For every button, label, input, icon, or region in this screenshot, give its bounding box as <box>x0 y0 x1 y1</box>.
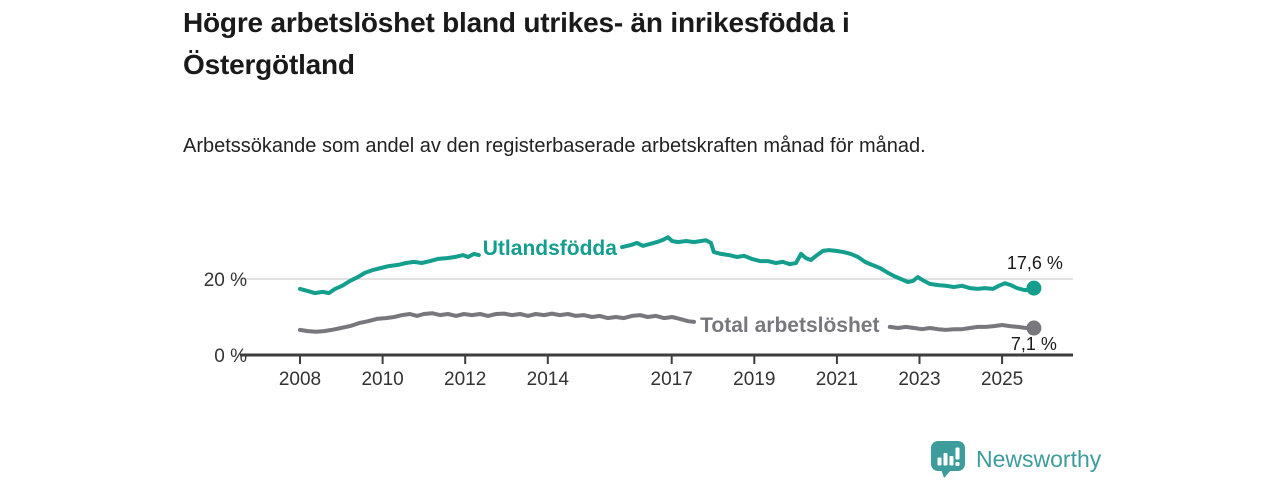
newsworthy-logo-text: Newsworthy <box>976 445 1102 472</box>
newsworthy-logo-icon <box>931 441 965 478</box>
series-line-utlandsf-dda-2 <box>620 235 1036 292</box>
newsworthy-logo: Newsworthy <box>930 440 1101 478</box>
series-end-dot-utlandsf-dda <box>1026 280 1042 296</box>
chart-subtitle: Arbetssökande som andel av den registerb… <box>183 135 926 157</box>
x-tick-label-2019: 2019 <box>733 369 775 390</box>
series-line-utlandsf-dda-1 <box>298 251 481 296</box>
series-inline-label-utlandsf-dda: Utlandsfödda <box>483 237 617 260</box>
series-line-total-arbetsl-shet-1 <box>298 311 696 334</box>
x-tick-label-2023: 2023 <box>898 369 940 390</box>
chart-title: Högre arbetslöshet bland utrikes- än inr… <box>183 7 850 80</box>
series-end-label-total-arbetsl-shet: 7,1 % <box>1011 334 1057 354</box>
series-inline-label-total-arbetsl-shet: Total arbetslöshet <box>700 314 879 337</box>
x-tick-label-2014: 2014 <box>527 369 570 390</box>
x-tick-label-2017: 2017 <box>651 369 693 390</box>
x-tick-label-2025: 2025 <box>981 369 1023 390</box>
x-tick-label-2012: 2012 <box>444 369 486 390</box>
x-tick-label-2021: 2021 <box>816 369 858 390</box>
series-line-total-arbetsl-shet-2 <box>887 323 1036 332</box>
y-tick-label: 20 % <box>204 270 247 291</box>
x-tick-label-2008: 2008 <box>279 369 321 390</box>
series-end-label-utlandsf-dda: 17,6 % <box>1007 253 1063 273</box>
x-tick-label-2010: 2010 <box>361 369 403 390</box>
y-tick-label: 0 % <box>214 346 247 367</box>
series-end-dot-total-arbetsl-shet <box>1026 320 1042 336</box>
